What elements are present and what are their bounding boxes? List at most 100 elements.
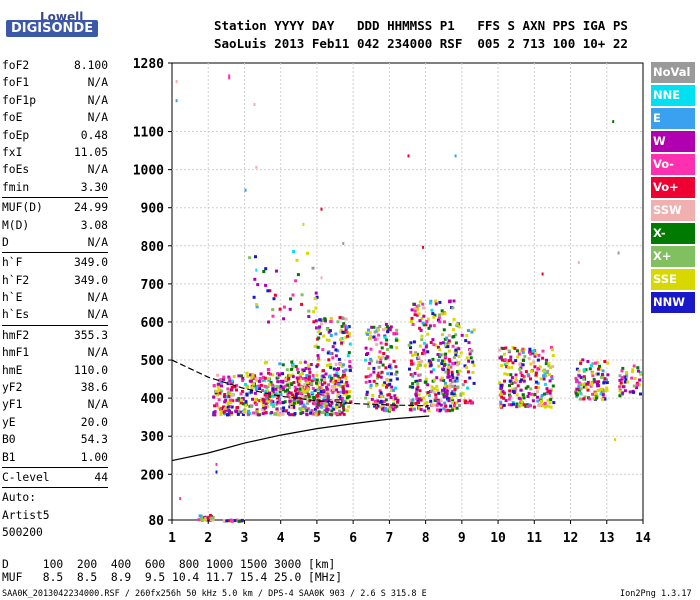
echo-point <box>472 363 476 367</box>
echo-point <box>542 374 545 378</box>
echo-point <box>370 397 374 401</box>
echo-point <box>343 324 347 328</box>
echo-point <box>389 366 393 370</box>
echo-point <box>317 394 321 398</box>
echo-point <box>308 382 311 386</box>
echo-point <box>217 398 221 402</box>
echo-point <box>364 358 368 362</box>
echo-point <box>502 403 506 407</box>
echo-point <box>262 398 266 402</box>
echo-point <box>321 348 325 352</box>
echo-point <box>418 389 422 393</box>
echo-point <box>259 383 263 387</box>
echo-point <box>386 372 390 376</box>
echo-point <box>438 355 442 359</box>
echo-point <box>545 371 549 374</box>
echo-point <box>591 362 595 366</box>
echo-point <box>410 316 414 320</box>
echo-point <box>457 360 461 364</box>
echo-point <box>245 393 249 397</box>
echo-point <box>241 402 245 406</box>
echo-point <box>456 370 459 374</box>
echo-point <box>306 407 310 411</box>
echo-point <box>328 374 332 378</box>
echo-point <box>275 407 279 411</box>
echo-point <box>444 355 447 359</box>
echo-point <box>348 360 352 364</box>
echo-point <box>332 407 336 411</box>
echo-point <box>237 374 241 378</box>
echo-point <box>551 365 555 368</box>
echo-point <box>286 377 290 381</box>
echo-point <box>220 384 223 388</box>
param-row: D N/A <box>2 234 108 251</box>
echo-point <box>292 250 296 253</box>
echo-point <box>372 366 376 370</box>
echo-point <box>411 382 415 386</box>
echo-point <box>275 376 279 380</box>
echo-point <box>446 396 449 400</box>
echo-point <box>442 359 446 363</box>
echo-point <box>338 397 342 401</box>
echo-point <box>268 289 272 293</box>
echo-point <box>529 404 532 408</box>
echo-point <box>598 364 601 368</box>
echo-point <box>601 397 604 401</box>
echo-point <box>508 384 511 388</box>
echo-point <box>297 383 301 387</box>
echo-point <box>505 361 509 365</box>
echo-point <box>312 377 316 381</box>
echo-point <box>595 396 599 400</box>
echo-point <box>258 387 262 390</box>
echo-point <box>440 362 444 366</box>
echo-point <box>233 385 237 389</box>
echo-point <box>288 405 292 409</box>
echo-point <box>279 386 283 390</box>
echo-point <box>579 361 583 365</box>
muf-distance-row: D 100 200 400 600 800 1000 1500 3000 [km… <box>2 558 336 571</box>
echo-point <box>292 381 296 384</box>
echo-point <box>395 332 399 336</box>
echo-point <box>446 372 450 376</box>
echo-point <box>508 349 511 353</box>
param-value: N/A <box>87 308 108 322</box>
echo-point <box>499 387 503 390</box>
echo-point <box>504 399 508 403</box>
echo-point <box>333 341 337 345</box>
echo-point <box>325 387 329 391</box>
param-label: h`E <box>2 291 23 305</box>
echo-point <box>638 383 641 387</box>
param-value: 20.0 <box>80 415 108 429</box>
echo-point <box>548 379 552 383</box>
echo-point <box>334 411 338 415</box>
echo-point <box>271 394 275 398</box>
echo-point <box>417 360 421 364</box>
echo-point <box>448 300 452 304</box>
echo-point <box>379 360 383 364</box>
echo-point <box>230 411 233 415</box>
echo-point <box>291 363 295 367</box>
y-tick-label: 500 <box>141 354 165 369</box>
param-label: foEs <box>2 163 30 177</box>
echo-point <box>436 408 439 412</box>
echo-point <box>317 336 321 340</box>
echo-point <box>336 391 340 395</box>
echo-point <box>505 365 509 369</box>
echo-point <box>304 377 308 380</box>
echo-point <box>423 409 427 413</box>
echo-point <box>380 407 384 411</box>
param-value: N/A <box>87 398 108 412</box>
echo-point <box>290 401 294 405</box>
echo-point <box>411 385 415 389</box>
echo-point <box>618 378 622 382</box>
echo-point <box>283 400 287 404</box>
echo-point <box>549 396 553 400</box>
echo-point <box>443 320 446 324</box>
echo-point <box>424 377 428 381</box>
echo-point <box>450 373 454 377</box>
echo-point <box>447 365 451 369</box>
echo-point <box>315 373 319 377</box>
echo-point <box>451 376 455 380</box>
echo-point <box>456 372 460 376</box>
echo-point <box>515 379 518 383</box>
